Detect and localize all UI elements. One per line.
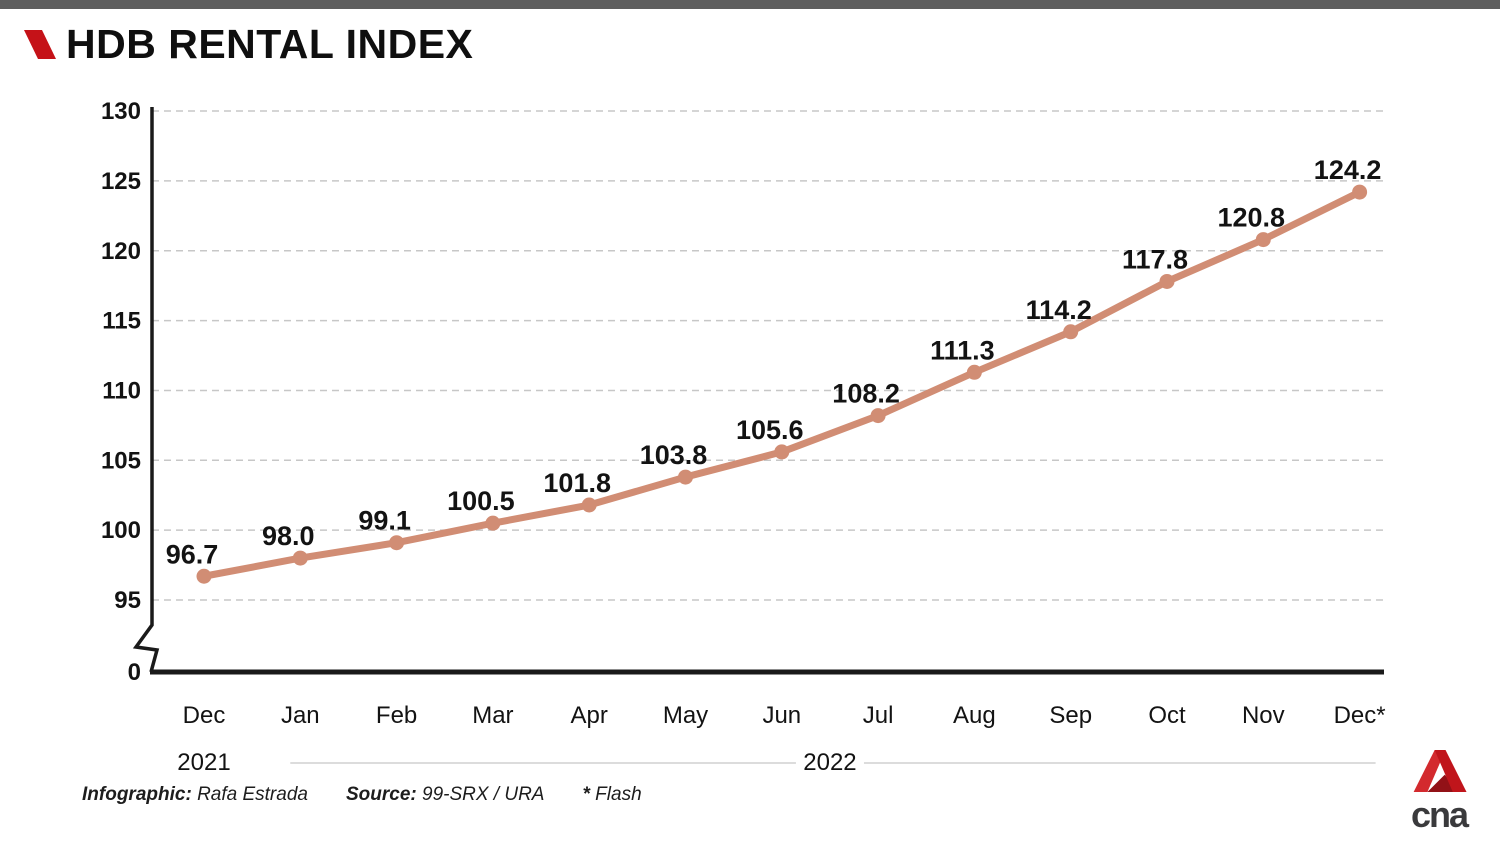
infographic-credit: Infographic: Rafa Estrada	[82, 784, 308, 806]
cna-logo-icon	[1413, 749, 1467, 793]
title-slash-icon	[24, 29, 56, 59]
flash-note: * Flash	[582, 784, 641, 806]
data-point	[389, 535, 405, 551]
data-point-label: 99.1	[358, 506, 411, 536]
year-label: 2022	[803, 749, 856, 776]
y-tick-label: 115	[102, 308, 141, 335]
y-tick-label: 130	[101, 98, 141, 125]
x-tick-label: Oct	[1148, 702, 1186, 729]
data-point	[1159, 273, 1175, 289]
data-point-label: 111.3	[930, 335, 995, 365]
cna-logo-text: cna	[1410, 794, 1469, 835]
data-point-label: 103.8	[640, 440, 708, 470]
x-tick-label: Jan	[281, 702, 320, 729]
header: HDB RENTAL INDEX	[22, 22, 473, 65]
y-tick-label: 0	[128, 659, 141, 686]
infographic-label: Infographic:	[82, 784, 192, 805]
y-tick-label: 110	[102, 377, 141, 404]
flash-note-text: Flash	[595, 784, 642, 805]
x-tick-label: Nov	[1242, 702, 1285, 729]
top-bar	[0, 0, 1500, 9]
y-tick-label: 95	[114, 587, 141, 614]
data-point	[292, 550, 308, 566]
x-tick-label: Jun	[762, 702, 801, 729]
x-tick-label: Aug	[953, 702, 996, 729]
data-point	[196, 568, 212, 584]
x-tick-label: Jul	[863, 702, 894, 729]
cna-logo: cna	[1403, 742, 1475, 835]
y-tick-label: 125	[101, 168, 141, 195]
data-point	[966, 364, 982, 380]
data-point	[581, 497, 597, 513]
year-label: 2021	[177, 749, 230, 776]
data-point-label: 108.2	[832, 379, 900, 409]
y-axis-line-with-break	[132, 107, 160, 673]
data-point-label: 117.8	[1122, 244, 1188, 274]
x-tick-label: Dec	[183, 702, 226, 729]
infographic-value: Rafa Estrada	[197, 784, 308, 805]
data-point-label: 124.2	[1314, 155, 1382, 185]
y-tick-label: 100	[101, 517, 141, 544]
x-tick-label: Feb	[376, 702, 417, 729]
data-point	[1352, 184, 1368, 200]
data-point	[1063, 324, 1079, 340]
x-tick-label: May	[663, 702, 708, 729]
data-point	[870, 408, 886, 424]
flash-note-symbol: *	[582, 784, 590, 805]
data-point	[678, 469, 693, 485]
source-value: 99-SRX / URA	[422, 784, 545, 805]
data-point-label: 105.6	[736, 415, 804, 445]
data-point-label: 96.7	[166, 539, 219, 569]
x-tick-label: Mar	[472, 702, 513, 729]
data-point-label: 120.8	[1218, 203, 1286, 233]
data-point-label: 114.2	[1026, 295, 1092, 325]
source-credit: Source: 99-SRX / URA	[346, 784, 545, 806]
data-point	[1255, 232, 1271, 248]
footer-credits: Infographic: Rafa Estrada Source: 99-SRX…	[82, 784, 642, 806]
x-tick-label: Apr	[571, 702, 608, 729]
data-point-label: 100.5	[447, 486, 515, 516]
data-point	[485, 515, 501, 531]
y-tick-label: 120	[101, 238, 141, 265]
x-tick-label: Sep	[1049, 702, 1092, 729]
data-point	[774, 444, 790, 460]
y-tick-label: 105	[101, 447, 141, 474]
data-point-label: 98.0	[262, 521, 315, 551]
x-tick-label: Dec*	[1334, 702, 1386, 729]
page-title: HDB RENTAL INDEX	[66, 21, 474, 67]
source-label: Source:	[345, 784, 417, 805]
data-point-label: 101.8	[543, 468, 611, 498]
